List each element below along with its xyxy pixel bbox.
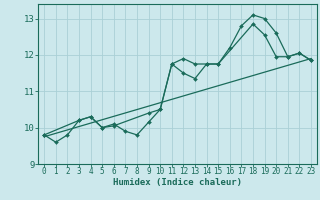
X-axis label: Humidex (Indice chaleur): Humidex (Indice chaleur) <box>113 178 242 187</box>
